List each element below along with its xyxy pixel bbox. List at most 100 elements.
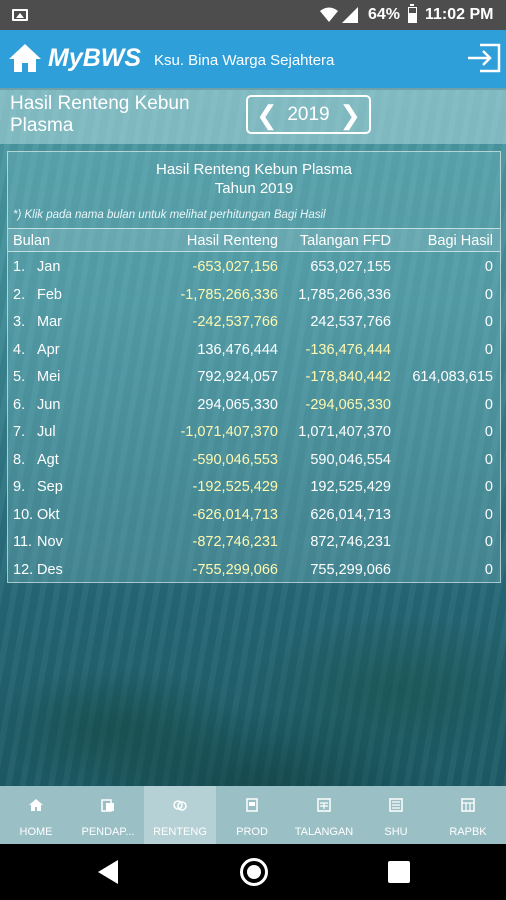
- production-icon: [246, 798, 258, 812]
- row-talangan-ffd: -178,840,442: [305, 369, 391, 385]
- row-hasil-renteng: -1,785,266,336: [180, 286, 278, 303]
- row-hasil-renteng: 294,065,330: [197, 396, 278, 413]
- row-month[interactable]: Jul: [37, 424, 56, 440]
- nav-item-label: HOME: [19, 826, 53, 838]
- renteng-table-card: Hasil Renteng Kebun Plasma Tahun 2019 *)…: [7, 151, 501, 583]
- home-circle-icon[interactable]: [240, 858, 268, 886]
- row-number: 10.: [13, 506, 34, 523]
- row-talangan-ffd: 590,046,554: [310, 451, 391, 468]
- home-icon: [29, 799, 43, 811]
- page-title: Hasil Renteng Kebun Plasma: [10, 93, 190, 136]
- income-icon: [101, 799, 114, 812]
- table-row[interactable]: 8. Agt -590,046,553 590,046,554 0: [8, 447, 500, 475]
- row-talangan-ffd: 1,071,407,370: [298, 424, 391, 440]
- row-month[interactable]: Mar: [37, 314, 62, 330]
- row-number: 12.: [13, 561, 34, 578]
- row-bagi-hasil: 0: [484, 341, 493, 358]
- row-talangan-ffd: 1,785,266,336: [298, 286, 391, 303]
- row-month[interactable]: Feb: [37, 286, 62, 303]
- row-bagi-hasil: 614,083,615: [412, 369, 493, 385]
- selected-year: 2019: [287, 104, 330, 125]
- nav-item-renteng[interactable]: RENTENG: [144, 786, 216, 844]
- row-bagi-hasil: 0: [484, 259, 493, 275]
- row-hasil-renteng: -242,537,766: [192, 314, 278, 330]
- nav-item-home[interactable]: HOME: [0, 786, 72, 844]
- table-row[interactable]: 5. Mei 792,924,057 -178,840,442 614,083,615: [8, 364, 500, 392]
- row-month[interactable]: Sep: [37, 479, 63, 495]
- row-bagi-hasil: 0: [484, 534, 493, 550]
- row-bagi-hasil: 0: [484, 479, 493, 495]
- table-row[interactable]: 2. Feb -1,785,266,336 1,785,266,336 0: [8, 282, 500, 310]
- system-navigation-bar: [0, 844, 506, 900]
- row-number: 2.: [13, 286, 26, 303]
- row-month[interactable]: Jan: [37, 259, 61, 275]
- nav-item-talangan[interactable]: TALANGAN: [288, 786, 360, 844]
- renteng-icon: [173, 800, 187, 811]
- home-icon[interactable]: [8, 42, 42, 74]
- table-row[interactable]: 7. Jul -1,071,407,370 1,071,407,370 0: [8, 419, 500, 447]
- prev-year-button[interactable]: ❮: [256, 100, 278, 130]
- shu-icon: [389, 798, 403, 812]
- wifi-icon: [320, 7, 338, 22]
- column-header-bulan: Bulan: [13, 233, 51, 249]
- table-row[interactable]: 11. Nov -872,746,231 872,746,231 0: [8, 529, 500, 557]
- nav-item-pendap[interactable]: PENDAP...: [72, 786, 144, 844]
- row-talangan-ffd: 242,537,766: [310, 314, 391, 330]
- row-hasil-renteng: -590,046,553: [192, 451, 278, 468]
- row-month[interactable]: Des: [37, 561, 63, 578]
- status-bar: 64% 11:02 PM: [0, 0, 506, 30]
- row-month[interactable]: Jun: [37, 396, 61, 413]
- row-hasil-renteng: -872,746,231: [192, 534, 278, 550]
- row-talangan-ffd: 653,027,155: [310, 259, 391, 275]
- row-month[interactable]: Apr: [37, 341, 60, 358]
- table-row[interactable]: 3. Mar -242,537,766 242,537,766 0: [8, 309, 500, 337]
- sub-header: Hasil Renteng Kebun Plasma ❮ 2019 ❯: [0, 88, 506, 144]
- nav-item-label: PROD: [236, 826, 268, 838]
- nav-item-prod[interactable]: PROD: [216, 786, 288, 844]
- row-number: 8.: [13, 451, 26, 468]
- table-row[interactable]: 12. Des -755,299,066 755,299,066 0: [8, 557, 500, 585]
- battery-percent: 64%: [368, 6, 401, 23]
- table-row[interactable]: 10. Okt -626,014,713 626,014,713 0: [8, 502, 500, 530]
- row-bagi-hasil: 0: [484, 451, 493, 468]
- row-bagi-hasil: 0: [484, 424, 493, 440]
- battery-icon: [408, 4, 417, 23]
- logout-icon[interactable]: [466, 42, 502, 74]
- signal-icon: [342, 7, 358, 23]
- nav-item-label: RAPBK: [449, 826, 487, 838]
- nav-item-rapbk[interactable]: RAPBK: [432, 786, 504, 844]
- row-month[interactable]: Nov: [37, 534, 63, 550]
- next-year-button[interactable]: ❯: [339, 100, 361, 130]
- row-month[interactable]: Agt: [37, 451, 59, 468]
- row-month[interactable]: Mei: [37, 369, 61, 385]
- row-bagi-hasil: 0: [484, 561, 493, 578]
- app-brand: MyBWS: [48, 44, 142, 72]
- column-header-hasil-renteng: Hasil Renteng: [186, 233, 278, 249]
- year-picker: ❮ 2019 ❯: [246, 95, 371, 134]
- recents-icon[interactable]: [388, 861, 410, 883]
- row-hasil-renteng: 136,476,444: [197, 341, 278, 358]
- row-hasil-renteng: -626,014,713: [192, 506, 278, 523]
- talangan-icon: [317, 798, 331, 812]
- row-talangan-ffd: 626,014,713: [310, 506, 391, 523]
- row-hasil-renteng: -755,299,066: [192, 561, 278, 578]
- back-icon[interactable]: [98, 860, 118, 884]
- row-hasil-renteng: 792,924,057: [197, 369, 278, 385]
- table-row[interactable]: 6. Jun 294,065,330 -294,065,330 0: [8, 392, 500, 420]
- table-subtitle: Tahun 2019: [214, 180, 294, 197]
- row-number: 7.: [13, 424, 26, 440]
- table-row[interactable]: 1. Jan -653,027,156 653,027,155 0: [8, 254, 500, 282]
- background-plantation-image: [0, 90, 506, 786]
- nav-item-shu[interactable]: SHU: [360, 786, 432, 844]
- row-number: 1.: [13, 259, 26, 275]
- nav-item-label: TALANGAN: [294, 826, 354, 838]
- row-talangan-ffd: -294,065,330: [305, 396, 391, 413]
- table-header: Bulan Hasil Renteng Talangan FFD Bagi Ha…: [8, 228, 500, 252]
- table-row[interactable]: 9. Sep -192,525,429 192,525,429 0: [8, 474, 500, 502]
- app-header: MyBWS Ksu. Bina Warga Sejahtera: [0, 30, 506, 88]
- organization-name: Ksu. Bina Warga Sejahtera: [154, 52, 335, 69]
- row-month[interactable]: Okt: [37, 506, 60, 523]
- clock: 11:02 PM: [425, 6, 494, 23]
- table-row[interactable]: 4. Apr 136,476,444 -136,476,444 0: [8, 337, 500, 365]
- row-number: 9.: [13, 479, 26, 495]
